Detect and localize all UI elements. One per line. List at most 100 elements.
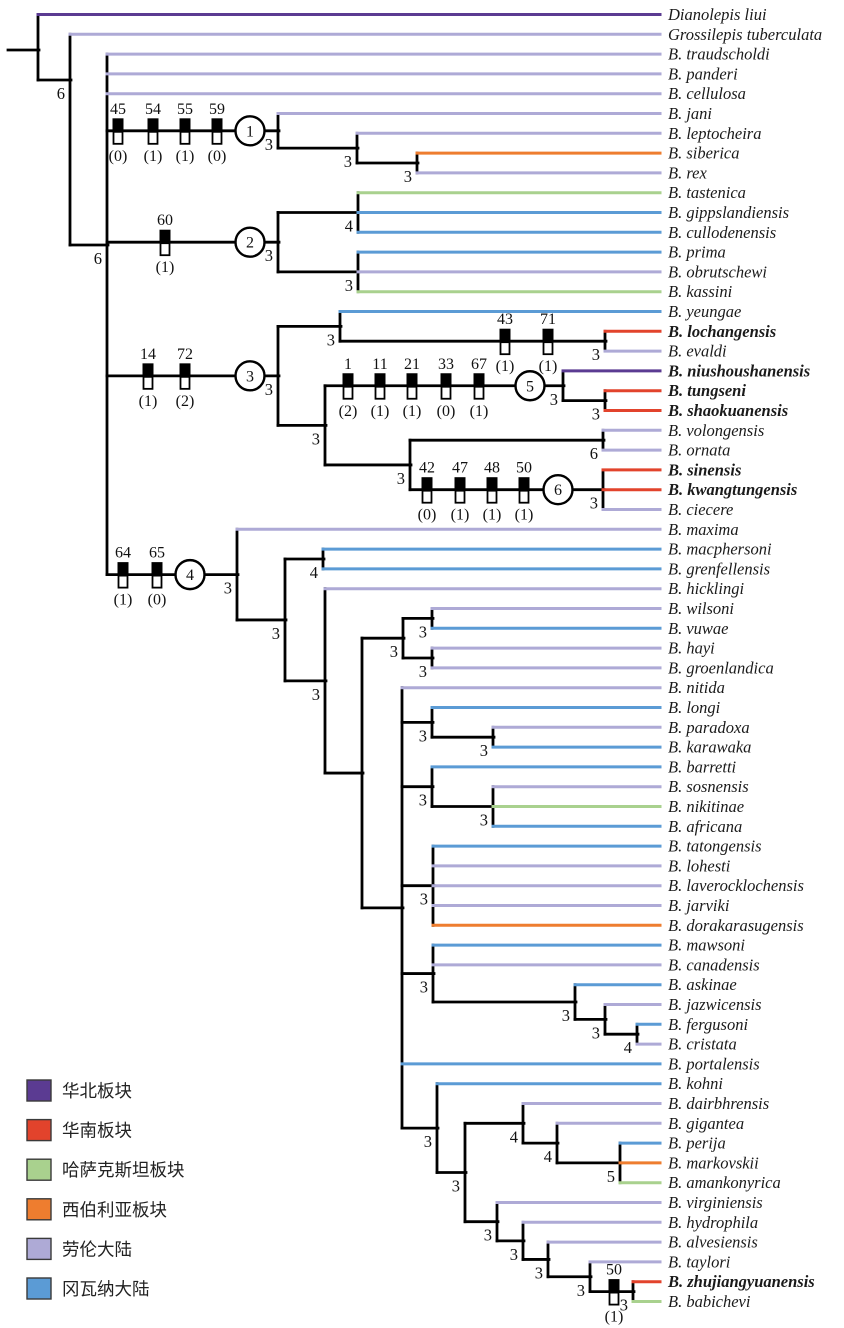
node-number-circle	[514, 370, 546, 402]
character-state-label: (1)	[496, 358, 515, 375]
character-number-label: 65	[149, 545, 165, 562]
bremer-support-label: 3	[452, 1176, 460, 1195]
bremer-support-label: 3	[419, 791, 427, 810]
character-state-label: (1)	[470, 403, 489, 420]
character-marker-primitive	[421, 489, 433, 504]
bremer-support-label: 3	[420, 890, 428, 909]
tree-labels: Dianolepis liui 6 Grossilepis tuberculata 6…	[57, 5, 822, 1326]
character-number-label: 55	[177, 101, 193, 118]
taxon-label: B. sosnensis	[668, 777, 749, 796]
legend-label: 劳伦大陆	[62, 1239, 132, 1259]
character-number-label: 1	[344, 356, 352, 373]
character-marker-derived	[440, 373, 452, 385]
taxon-label: B. grenfellensis	[668, 559, 770, 578]
node-number-circle	[542, 474, 574, 506]
character-state-label: (0)	[109, 148, 128, 165]
character-marker-primitive	[454, 489, 466, 504]
character-state-label: (1)	[139, 393, 158, 410]
taxon-label: B. tungseni	[667, 381, 746, 400]
taxon-label: B. volongensis	[668, 421, 764, 440]
taxon-label: B. dairbhrensis	[668, 1094, 769, 1113]
character-marker-primitive	[179, 130, 191, 145]
taxon-label: B. virginiensis	[668, 1193, 763, 1212]
bremer-support-label: 3	[592, 405, 600, 424]
taxon-label: B. laverocklochensis	[668, 876, 804, 895]
taxon-label: B. portalensis	[668, 1054, 760, 1073]
character-number-label: 50	[516, 460, 532, 477]
taxon-label: B. sinensis	[667, 460, 741, 479]
bremer-support-label: 3	[480, 741, 488, 760]
character-state-label: (1)	[483, 507, 502, 524]
taxon-label: B. lochangensis	[667, 322, 776, 341]
character-state-label: (2)	[339, 403, 358, 420]
taxon-label: B. lohesti	[668, 856, 731, 875]
bremer-support-label: 3	[620, 1296, 628, 1315]
legend-swatch	[26, 1198, 52, 1221]
bremer-support-label: 3	[550, 390, 558, 409]
character-state-label: (1)	[144, 148, 163, 165]
taxon-label: B. maxima	[668, 520, 739, 539]
taxon-label: B. mawsoni	[668, 936, 745, 955]
character-marker-derived	[608, 1279, 620, 1291]
character-marker-derived	[486, 477, 498, 489]
taxon-label: B. cristata	[668, 1035, 737, 1054]
taxon-label: B. fergusoni	[668, 1015, 748, 1034]
bremer-support-label: 3	[419, 622, 427, 641]
node-number-label: 6	[554, 482, 562, 499]
bremer-support-label: 4	[345, 217, 353, 236]
bremer-support-label: 3	[397, 469, 405, 488]
character-state-label: (1)	[156, 259, 175, 276]
character-marker-derived	[151, 562, 163, 574]
character-state-label: (1)	[176, 148, 195, 165]
character-marker-derived	[342, 373, 354, 385]
taxon-label: Grossilepis tuberculata	[668, 25, 822, 44]
character-marker-primitive	[608, 1291, 620, 1306]
bremer-support-label: 4	[624, 1038, 632, 1057]
taxon-label: Dianolepis liui	[667, 5, 767, 24]
character-state-label: (0)	[148, 592, 167, 609]
character-marker-derived	[211, 118, 223, 130]
legend-swatch	[26, 1079, 52, 1102]
bremer-support-label: 3	[344, 152, 352, 171]
bremer-support-label: 3	[562, 1006, 570, 1025]
taxon-label: B. niushoushanensis	[667, 361, 810, 380]
node-number-label: 1	[246, 123, 254, 140]
taxon-label: B. rex	[668, 163, 707, 182]
character-number-label: 64	[115, 545, 131, 562]
taxon-label: B. nikitinae	[668, 797, 744, 816]
taxon-label: B. hayi	[668, 639, 715, 658]
node-number-label: 5	[526, 378, 534, 395]
legend-label: 西伯利亚板块	[62, 1200, 167, 1220]
taxon-label: B. tatongensis	[668, 837, 762, 856]
character-marker-derived	[542, 328, 554, 341]
bremer-support-label: 6	[57, 84, 65, 103]
taxon-label: B. kassini	[668, 282, 733, 301]
character-marker-derived	[421, 477, 433, 489]
bremer-support-label: 3	[265, 135, 273, 154]
character-marker-derived	[374, 373, 386, 385]
taxon-label: B. jarviki	[668, 896, 730, 915]
taxon-label: B. africana	[668, 817, 742, 836]
bremer-support-label: 3	[265, 380, 273, 399]
bremer-support-label: 6	[94, 249, 102, 268]
taxon-label: B. groenlandica	[668, 658, 774, 677]
taxon-label: B. siberica	[668, 144, 740, 163]
character-marker-primitive	[440, 385, 452, 400]
character-marker-derived	[147, 118, 159, 130]
character-marker-primitive	[117, 574, 129, 589]
character-marker-derived	[117, 562, 129, 574]
bremer-support-label: 6	[590, 444, 598, 463]
bremer-support-label: 3	[327, 330, 335, 349]
taxon-label: B. kwangtungensis	[667, 480, 797, 499]
character-state-label: (1)	[451, 507, 470, 524]
character-state-label: (0)	[208, 148, 227, 165]
taxon-label: B. evaldi	[668, 342, 727, 361]
taxon-label: B. alvesiensis	[668, 1233, 758, 1252]
taxon-label: B. gigantea	[668, 1114, 744, 1133]
bremer-support-label: 3	[419, 662, 427, 681]
node-number-circle	[234, 360, 266, 392]
legend-label: 华南板块	[62, 1121, 132, 1141]
character-state-label: (1)	[515, 507, 534, 524]
